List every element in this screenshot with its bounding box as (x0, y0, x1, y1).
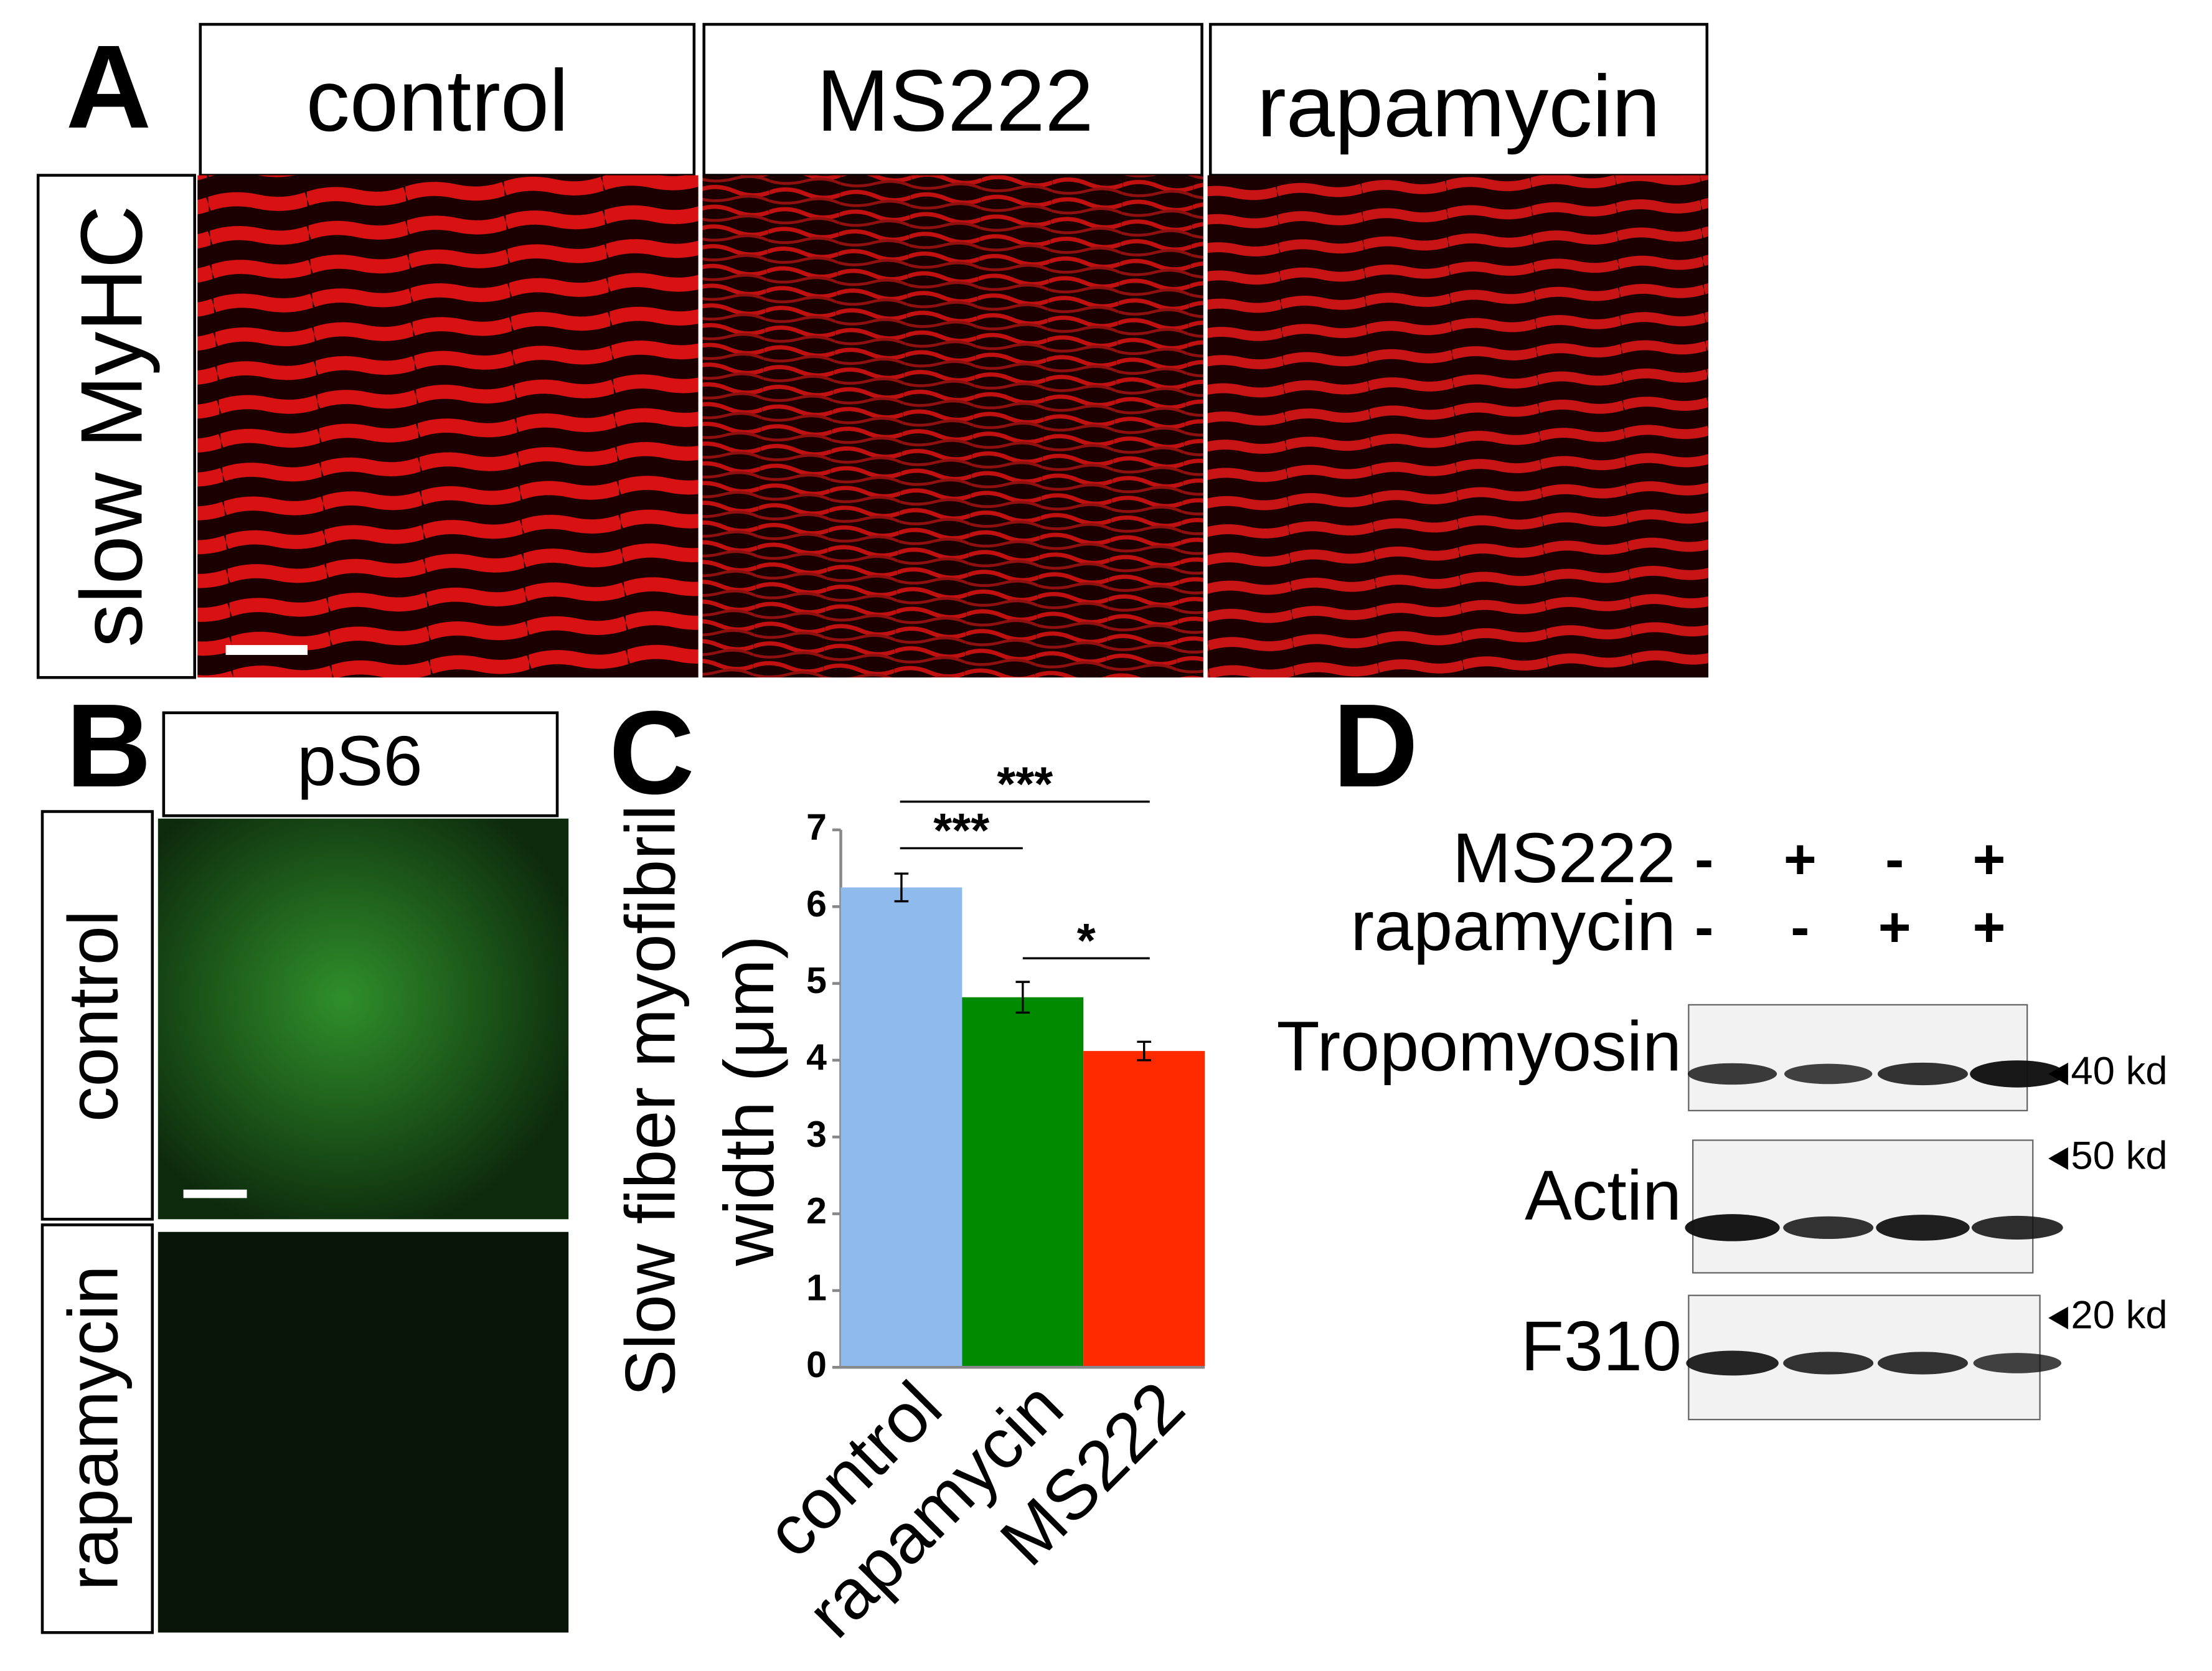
treatment-label: MS222 (1452, 819, 1676, 898)
bar (840, 887, 962, 1368)
panel-label: C (609, 687, 694, 819)
blot-band (1877, 1062, 1968, 1086)
column-label: MS222 (817, 52, 1094, 149)
y-tick-label: 7 (806, 807, 827, 847)
bar (962, 997, 1084, 1368)
blot-band (1686, 1350, 1779, 1376)
y-tick-label: 0 (806, 1345, 827, 1385)
row-label: control (54, 910, 133, 1122)
row-label: rapamycin (54, 1265, 133, 1591)
column-label: control (306, 52, 569, 149)
significance-label: * (1077, 914, 1096, 967)
blot-band (1971, 1215, 2063, 1240)
panel-label: B (66, 680, 151, 812)
scale-bar (183, 1189, 247, 1198)
significance-label: *** (933, 804, 989, 857)
y-tick-label: 3 (806, 1114, 827, 1155)
header-box (199, 22, 696, 177)
blot-image (1692, 1139, 2034, 1274)
size-marker: 20 kd (2071, 1294, 2167, 1337)
header-box (1208, 22, 1709, 177)
treatment-sign: - (1695, 896, 1713, 959)
marker-arrow (2048, 1147, 2068, 1170)
blot-band (1970, 1060, 2065, 1088)
treatment-sign: - (1885, 828, 1904, 891)
treatment-label: rapamycin (1350, 887, 1676, 966)
treatment-sign: + (1973, 896, 2006, 959)
y-tick-label: 4 (806, 1037, 827, 1078)
y-axis-label: Slow fiber myofibril (611, 805, 690, 1397)
y-tick-label: 1 (806, 1268, 827, 1308)
row-box (40, 810, 154, 1221)
marker-arrow (2048, 1306, 2068, 1330)
header-box (162, 711, 559, 817)
blot-band (1687, 1063, 1777, 1085)
y-tick-label: 2 (806, 1191, 827, 1231)
y-tick-label: 5 (806, 961, 827, 1001)
treatment-sign: + (1973, 828, 2006, 891)
blot-band (1876, 1215, 1970, 1241)
header-box (702, 22, 1203, 177)
treatment-sign: - (1791, 896, 1809, 959)
micrograph (1207, 175, 1709, 678)
row-box (40, 1223, 154, 1634)
panel-label: A (66, 21, 151, 153)
micrograph (158, 1231, 569, 1633)
treatment-sign: + (1878, 896, 1911, 959)
marker-arrow (2048, 1062, 2068, 1086)
micrograph (197, 175, 699, 678)
blot-label: Actin (1525, 1156, 1682, 1235)
row-box (36, 174, 196, 679)
blot-image (1688, 1004, 2028, 1111)
western-blot: D MS222- + - +rapamycin - - + +Tropomyosin 40 kd… (1276, 680, 2168, 1421)
significance-label: *** (997, 757, 1053, 811)
micrograph (702, 175, 1203, 678)
blot-band (1784, 1063, 1873, 1085)
y-axis-label: width (μm) (710, 935, 789, 1266)
treatment-sign: - (1695, 828, 1713, 891)
size-marker: 50 kd (2071, 1134, 2167, 1178)
scale-bar (225, 645, 308, 655)
column-label: pS6 (297, 722, 423, 801)
row-label: slow MyHC (62, 205, 160, 647)
treatment-sign: + (1784, 828, 1817, 891)
panel-label: D (1333, 680, 1418, 812)
y-tick-label: 6 (806, 884, 827, 925)
blot-band (1973, 1353, 2061, 1373)
bar-chart: C Slow fiber myofibril width (μm) 0 1 2 3 4 5… (609, 687, 1205, 1652)
bar (1083, 1051, 1205, 1368)
micrograph (158, 818, 569, 1220)
blot-label: F310 (1521, 1307, 1682, 1386)
column-label: rapamycin (1257, 57, 1660, 155)
blot-band (1685, 1214, 1780, 1241)
blot-label: Tropomyosin (1276, 1007, 1682, 1086)
size-marker: 40 kd (2071, 1050, 2167, 1093)
blot-band (1783, 1216, 1874, 1240)
blot-band (1783, 1352, 1874, 1375)
blot-band (1877, 1352, 1968, 1375)
